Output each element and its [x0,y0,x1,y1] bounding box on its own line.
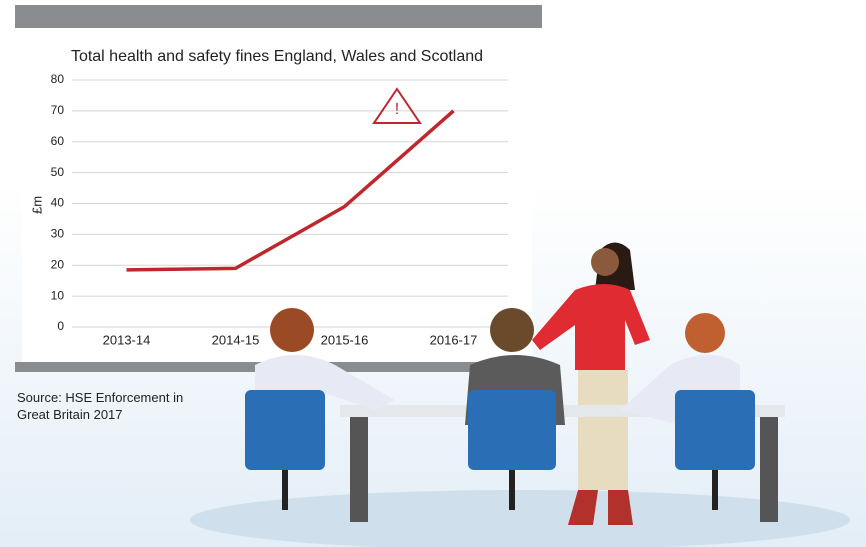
x-tick-label: 2013-14 [103,332,151,347]
y-tick-label: 70 [51,103,65,117]
chart-title: Total health and safety fines England, W… [71,48,483,65]
data-line [126,109,455,272]
presenter [532,242,650,525]
y-tick-label: 40 [51,196,65,210]
warning-icon: ! [372,87,422,124]
y-tick-label: 80 [51,72,65,86]
svg-text:!: ! [395,101,399,118]
y-tick-label: 30 [51,227,65,241]
x-tick-label: 2015-16 [321,332,369,347]
table-leg [760,417,778,522]
x-tick-label: 2014-15 [212,332,260,347]
y-tick-label: 10 [51,288,65,302]
y-tick-label: 20 [51,257,65,271]
x-tick-label: 2016-17 [430,332,478,347]
table-leg [350,417,368,522]
y-tick-label: 60 [51,134,65,148]
y-tick-label: 50 [51,165,65,179]
audience [245,308,755,510]
screen-top [15,5,542,28]
y-axis-label: £m [29,196,44,214]
source-note: Source: HSE Enforcement in Great Britain … [17,390,183,422]
screen [22,28,532,363]
y-tick-label: 0 [57,319,64,333]
